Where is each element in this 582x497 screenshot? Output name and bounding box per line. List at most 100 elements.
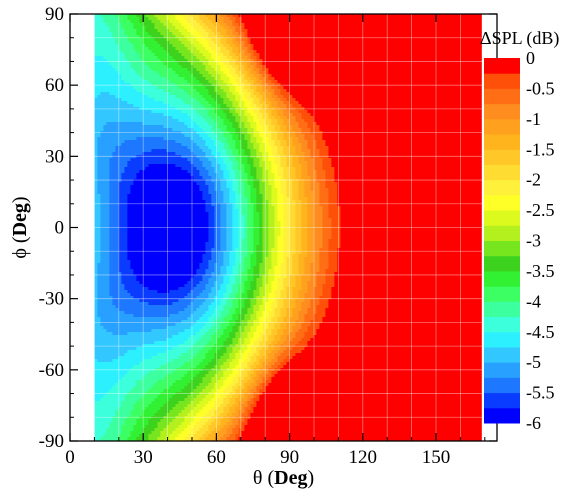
contour-cell xyxy=(451,116,455,120)
contour-cell xyxy=(187,68,191,72)
contour-cell xyxy=(145,32,149,36)
contour-cell xyxy=(304,68,308,72)
contour-cell xyxy=(301,44,305,48)
contour-cell xyxy=(244,14,248,18)
contour-cell xyxy=(232,23,236,27)
contour-cell xyxy=(418,32,422,36)
contour-cell xyxy=(424,53,428,57)
contour-cell xyxy=(391,56,395,60)
contour-cell xyxy=(229,26,233,30)
contour-cell xyxy=(121,29,125,33)
contour-cell xyxy=(172,92,176,96)
contour-cell xyxy=(289,110,293,114)
contour-cell xyxy=(247,128,251,132)
contour-cell xyxy=(313,17,317,21)
contour-cell xyxy=(142,119,146,123)
contour-cell xyxy=(307,53,311,57)
contour-cell xyxy=(244,98,248,102)
contour-cell xyxy=(370,35,374,39)
contour-cell xyxy=(337,92,341,96)
contour-cell xyxy=(319,50,323,54)
contour-cell xyxy=(307,17,311,21)
contour-cell xyxy=(358,98,362,102)
contour-cell xyxy=(94,77,98,81)
contour-cell xyxy=(445,62,449,66)
contour-cell xyxy=(289,29,293,33)
contour-cell xyxy=(268,14,272,18)
contour-cell xyxy=(328,98,332,102)
contour-cell xyxy=(226,14,230,18)
contour-cell xyxy=(145,23,149,27)
contour-cell xyxy=(355,116,359,120)
contour-cell xyxy=(136,44,140,48)
contour-cell xyxy=(199,47,203,51)
contour-cell xyxy=(253,95,257,99)
contour-cell xyxy=(388,53,392,57)
contour-cell xyxy=(334,53,338,57)
contour-cell xyxy=(469,86,473,90)
contour-cell xyxy=(187,92,191,96)
contour-cell xyxy=(442,80,446,84)
contour-cell xyxy=(334,17,338,21)
contour-cell xyxy=(316,74,320,78)
contour-cell xyxy=(151,20,155,24)
contour-cell xyxy=(121,110,125,114)
contour-cell xyxy=(223,80,227,84)
contour-cell xyxy=(226,74,230,78)
contour-cell xyxy=(316,125,320,129)
contour-cell xyxy=(283,41,287,45)
contour-cell xyxy=(178,74,182,78)
contour-cell xyxy=(283,32,287,36)
contour-cell xyxy=(355,35,359,39)
contour-cell xyxy=(256,29,260,33)
contour-cell xyxy=(106,17,110,21)
contour-cell xyxy=(262,89,266,93)
contour-cell xyxy=(418,83,422,87)
contour-cell xyxy=(208,14,212,18)
contour-cell xyxy=(352,17,356,21)
contour-cell xyxy=(241,92,245,96)
contour-cell xyxy=(163,113,167,117)
contour-cell xyxy=(304,107,308,111)
contour-cell xyxy=(196,80,200,84)
contour-cell xyxy=(433,44,437,48)
contour-cell xyxy=(157,74,161,78)
contour-cell xyxy=(187,53,191,57)
contour-cell xyxy=(340,107,344,111)
contour-cell xyxy=(205,53,209,57)
contour-cell xyxy=(235,59,239,63)
contour-cell xyxy=(112,86,116,90)
contour-cell xyxy=(223,56,227,60)
contour-cell xyxy=(418,62,422,66)
contour-cell xyxy=(400,20,404,24)
contour-cell xyxy=(409,65,413,69)
contour-cell xyxy=(124,92,128,96)
contour-cell xyxy=(121,107,125,111)
contour-cell xyxy=(304,17,308,21)
contour-cell xyxy=(148,65,152,69)
contour-cell xyxy=(304,50,308,54)
contour-cell xyxy=(184,83,188,87)
contour-cell xyxy=(475,50,479,54)
contour-cell xyxy=(262,71,266,75)
contour-cell xyxy=(355,80,359,84)
contour-cell xyxy=(403,14,407,18)
contour-cell xyxy=(424,38,428,42)
contour-cell xyxy=(271,104,275,108)
contour-cell xyxy=(463,14,467,18)
contour-cell xyxy=(448,89,452,93)
contour-cell xyxy=(262,74,266,78)
contour-cell xyxy=(379,56,383,60)
contour-cell xyxy=(133,41,137,45)
contour-cell xyxy=(286,47,290,51)
contour-cell xyxy=(112,50,116,54)
contour-cell xyxy=(325,41,329,45)
contour-cell xyxy=(187,101,191,105)
contour-cell xyxy=(253,68,257,72)
contour-cell xyxy=(451,74,455,78)
contour-cell xyxy=(340,47,344,51)
contour-cell xyxy=(409,92,413,96)
contour-cell xyxy=(373,50,377,54)
contour-cell xyxy=(454,47,458,51)
contour-cell xyxy=(229,128,233,132)
